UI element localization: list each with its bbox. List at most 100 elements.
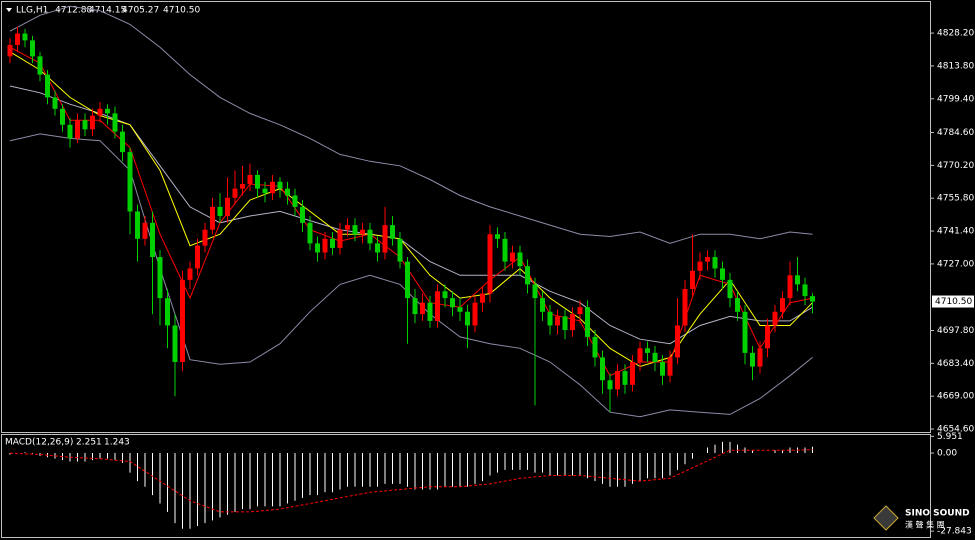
- candle-body: [547, 311, 553, 326]
- candle-body: [60, 108, 65, 125]
- candle-body: [37, 56, 43, 75]
- indicator-line: [9, 5, 813, 244]
- candle-body: [802, 284, 808, 297]
- dropdown-icon[interactable]: [6, 8, 12, 12]
- candle-body: [97, 108, 103, 116]
- header-close: 4710.50: [163, 6, 200, 16]
- candle-body: [150, 222, 155, 258]
- indicator-line: [9, 85, 813, 345]
- candle-body: [180, 279, 185, 362]
- y-tick-label: 4784.60: [937, 128, 974, 138]
- candle-body: [795, 275, 800, 285]
- candle-body: [705, 257, 710, 262]
- y-tick-label: 4770.20: [937, 161, 974, 171]
- candle-body: [225, 197, 230, 216]
- candle-body: [735, 298, 740, 312]
- logo-chinese: 漢 聲 集 團: [905, 520, 945, 530]
- candle-body: [7, 44, 13, 57]
- candle-body: [157, 257, 163, 299]
- candle-body: [247, 174, 253, 185]
- logo: SINO SOUND 漢 聲 集 團: [873, 505, 970, 531]
- candle-body: [712, 257, 718, 269]
- candle-body: [217, 206, 223, 216]
- candle-body: [742, 311, 748, 353]
- candle-body: [727, 279, 733, 299]
- y-tick-label: 4755.80: [937, 194, 974, 204]
- y-tick-label: 4828.20: [937, 29, 974, 39]
- candle-body: [22, 33, 28, 41]
- y-tick-label: 4741.40: [937, 227, 974, 237]
- header-high: 4714.15: [89, 6, 126, 16]
- candle-body: [195, 245, 200, 269]
- candle-body: [45, 74, 50, 98]
- candle-body: [30, 40, 35, 57]
- y-tick-label: 4799.40: [937, 94, 974, 104]
- candle-body: [682, 288, 688, 326]
- header-open: 4712.88: [55, 6, 92, 16]
- logo-name: SINO SOUND: [905, 509, 970, 519]
- candle-body: [352, 225, 358, 235]
- candle-body: [112, 113, 118, 132]
- y-tick-label: 5.951: [937, 432, 963, 442]
- candle-body: [397, 238, 403, 262]
- candle-body: [315, 243, 320, 253]
- candle-body: [202, 229, 208, 246]
- candle-body: [532, 284, 538, 299]
- candle-body: [637, 348, 643, 362]
- y-tick-label: 4683.40: [937, 359, 974, 369]
- candle-body: [720, 268, 725, 280]
- candle-body: [562, 316, 568, 331]
- candle-body: [172, 325, 178, 362]
- candle-body: [780, 298, 785, 312]
- candle-body: [622, 371, 628, 385]
- candle-body: [292, 195, 298, 207]
- candle-body: [270, 181, 275, 194]
- candle-body: [360, 229, 365, 235]
- candle-body: [457, 307, 463, 312]
- candle-body: [277, 181, 283, 189]
- y-tick-label: 4727.00: [937, 259, 974, 269]
- candle-body: [615, 371, 620, 390]
- main-panel-frame: [1, 1, 931, 433]
- candle-body: [90, 115, 95, 130]
- macd-value: 2.251: [76, 438, 102, 448]
- symbol: LLG,H1: [16, 6, 48, 16]
- candle-body: [645, 348, 650, 353]
- current-price-label: 4710.50: [935, 297, 972, 307]
- candle-body: [322, 238, 328, 253]
- candle-body: [555, 316, 560, 326]
- candle-body: [82, 120, 88, 130]
- candle-body: [105, 108, 110, 114]
- candle-body: [652, 352, 658, 362]
- candle-body: [480, 293, 485, 303]
- y-tick-label: 4654.60: [937, 425, 974, 435]
- candle-body: [165, 298, 170, 326]
- logo-icon: [873, 505, 899, 531]
- candle-body: [412, 298, 418, 315]
- y-tick-label: 0.00: [937, 449, 957, 459]
- candle-body: [120, 131, 125, 153]
- candle-body: [240, 184, 245, 189]
- candle-body: [367, 229, 373, 244]
- candle-body: [285, 188, 290, 196]
- y-tick-label: -27.843: [937, 527, 972, 537]
- candle-body: [420, 302, 425, 315]
- candle-body: [465, 311, 470, 326]
- candle-body: [667, 357, 673, 376]
- candle-body: [787, 275, 793, 299]
- candle-body: [127, 152, 133, 212]
- candle-body: [427, 302, 433, 321]
- candle-body: [570, 314, 575, 331]
- candle-body: [210, 206, 215, 230]
- candle-body: [337, 229, 343, 248]
- y-tick-label: 4669.00: [937, 392, 974, 402]
- y-tick-label: 4697.80: [937, 326, 974, 336]
- candle-body: [487, 234, 493, 294]
- candle-body: [502, 238, 508, 262]
- candle-body: [810, 296, 815, 302]
- candle-body: [697, 261, 703, 271]
- candle-body: [495, 234, 500, 239]
- candle-body: [187, 268, 193, 280]
- y-tick-label: 4813.80: [937, 61, 974, 71]
